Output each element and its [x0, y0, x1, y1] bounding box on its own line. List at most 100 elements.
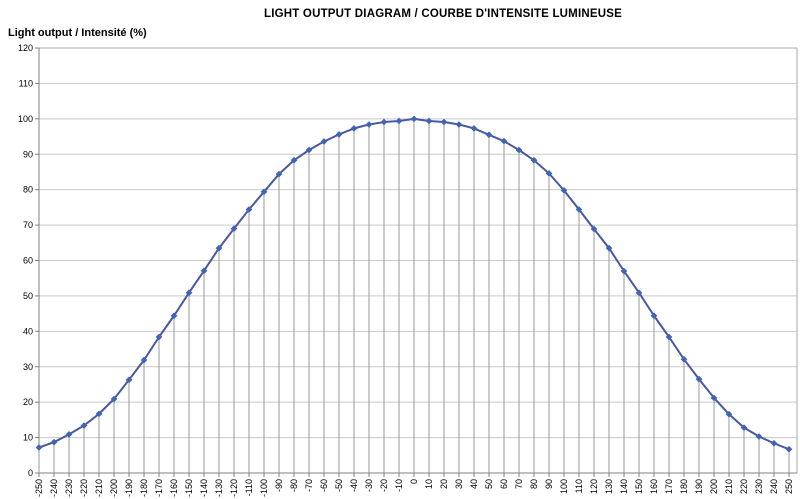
y-tick-label: 30 — [23, 362, 33, 372]
data-point-marker — [290, 156, 298, 164]
data-point-marker — [35, 444, 43, 451]
data-point-marker — [725, 410, 733, 418]
data-point-marker — [605, 244, 613, 252]
data-point-marker — [470, 124, 478, 132]
data-point-marker — [320, 138, 328, 145]
x-tick-label: 50 — [484, 479, 494, 489]
y-tick-label: 40 — [23, 326, 33, 336]
data-point-marker — [155, 333, 163, 341]
x-tick-label: -190 — [124, 479, 134, 497]
data-point-marker — [665, 333, 673, 341]
data-point-marker — [140, 356, 148, 364]
x-tick-label: -170 — [154, 479, 164, 497]
x-tick-label: -220 — [79, 479, 89, 497]
x-tick-label: -100 — [259, 479, 269, 497]
x-tick-label: -150 — [184, 479, 194, 497]
data-point-marker — [410, 115, 418, 123]
y-tick-label: 0 — [28, 468, 33, 478]
y-tick-label: 10 — [23, 433, 33, 443]
data-point-marker — [245, 206, 253, 213]
x-tick-label: 150 — [634, 479, 644, 494]
y-tick-label: 60 — [23, 256, 33, 266]
data-point-marker — [560, 186, 568, 194]
x-tick-label: -140 — [199, 479, 209, 497]
x-tick-label: 30 — [454, 479, 464, 489]
data-point-marker — [770, 439, 778, 447]
y-tick-label: 80 — [23, 185, 33, 195]
data-point-marker — [515, 146, 523, 154]
x-tick-label: 80 — [529, 479, 539, 489]
data-point-marker — [125, 376, 133, 384]
data-point-marker — [200, 267, 208, 275]
x-tick-label: 40 — [469, 479, 479, 489]
data-point-marker — [365, 121, 373, 128]
x-tick-label: -30 — [364, 479, 374, 492]
x-tick-label: 20 — [439, 479, 449, 489]
x-tick-label: -120 — [229, 479, 239, 497]
x-tick-label: 130 — [604, 479, 614, 494]
y-tick-label: 110 — [19, 78, 33, 88]
x-tick-label: 60 — [499, 479, 509, 489]
x-tick-label: -200 — [109, 479, 119, 497]
x-tick-label: 70 — [514, 479, 524, 489]
data-point-marker — [500, 137, 508, 145]
x-tick-label: 250 — [784, 479, 794, 494]
data-point-marker — [335, 130, 343, 138]
x-tick-label: 10 — [424, 479, 434, 489]
x-tick-label: 210 — [724, 479, 734, 494]
chart-title: LIGHT OUTPUT DIAGRAM / COURBE D'INTENSIT… — [264, 8, 622, 20]
data-point-marker — [275, 170, 283, 178]
y-axis-title: Light output / Intensité (%) — [8, 27, 147, 39]
x-tick-label: 180 — [679, 479, 689, 494]
x-tick-label: 230 — [754, 479, 764, 494]
data-point-marker — [350, 124, 358, 132]
x-tick-label: 110 — [574, 479, 584, 493]
data-point-marker — [455, 121, 463, 128]
data-point-marker — [695, 375, 703, 383]
x-tick-label: -60 — [319, 479, 329, 492]
data-point-marker — [230, 225, 238, 233]
x-tick-label: 120 — [589, 479, 599, 494]
data-point-marker — [755, 433, 763, 440]
data-point-marker — [440, 118, 448, 126]
x-tick-label: -250 — [34, 479, 44, 497]
y-tick-label: 50 — [23, 291, 33, 301]
x-tick-label: -90 — [274, 479, 284, 492]
x-tick-label: -210 — [94, 479, 104, 497]
x-tick-label: -180 — [139, 479, 149, 497]
x-tick-label: -110 — [244, 479, 254, 496]
data-point-marker — [215, 244, 223, 252]
y-tick-label: 20 — [23, 397, 33, 407]
x-tick-label: 220 — [739, 479, 749, 494]
data-point-marker — [425, 117, 433, 125]
x-tick-label: 100 — [559, 479, 569, 494]
data-point-marker — [395, 117, 403, 125]
x-tick-label: 140 — [619, 479, 629, 494]
x-tick-label: 170 — [664, 479, 674, 494]
data-point-marker — [710, 394, 718, 402]
x-tick-label: -10 — [394, 479, 404, 492]
x-tick-label: 160 — [649, 479, 659, 494]
data-point-marker — [785, 445, 793, 453]
x-tick-label: 190 — [694, 479, 704, 494]
x-tick-label: -70 — [304, 479, 314, 492]
data-point-marker — [680, 355, 688, 363]
x-tick-label: -160 — [169, 479, 179, 497]
data-point-marker — [545, 169, 553, 177]
x-tick-label: -230 — [64, 479, 74, 497]
data-point-marker — [635, 289, 643, 297]
data-point-marker — [650, 312, 658, 320]
data-point-marker — [260, 188, 268, 196]
data-point-marker — [620, 267, 628, 275]
x-tick-label: -40 — [349, 479, 359, 492]
x-tick-label: 0 — [409, 479, 419, 484]
data-point-marker — [575, 206, 583, 213]
data-point-marker — [305, 146, 313, 154]
data-point-marker — [380, 118, 388, 126]
y-tick-label: 70 — [23, 220, 33, 230]
x-tick-label: 90 — [544, 479, 554, 489]
x-tick-label: 200 — [709, 479, 719, 494]
x-tick-label: -80 — [289, 479, 299, 492]
x-tick-label: 240 — [769, 479, 779, 494]
